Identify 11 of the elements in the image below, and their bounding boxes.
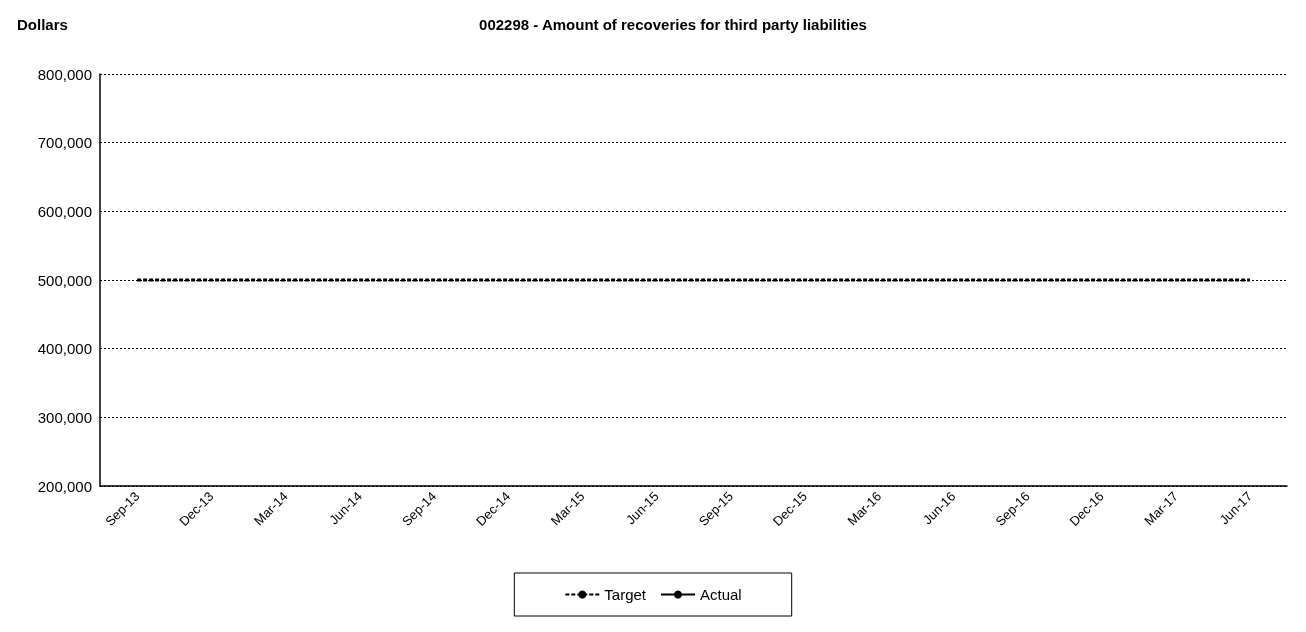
y-tick-label: 600,000 — [37, 202, 92, 220]
y-tick-label: 300,000 — [37, 408, 92, 426]
legend-label: Target — [604, 586, 647, 603]
legend-label: Actual — [700, 586, 742, 603]
y-tick-label: 400,000 — [37, 340, 92, 358]
y-tick-label: 700,000 — [37, 134, 92, 152]
y-tick-label: 500,000 — [37, 271, 92, 289]
y-axis-title: Dollars — [17, 16, 68, 33]
y-tick-label: 800,000 — [37, 65, 92, 83]
chart-title: 002298 - Amount of recoveries for third party liabilities — [479, 16, 867, 33]
y-tick-label: 200,000 — [37, 477, 92, 495]
